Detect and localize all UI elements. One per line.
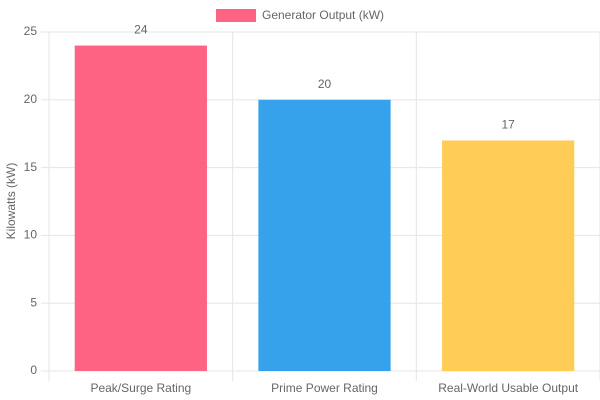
y-tick-label: 25 (24, 24, 38, 38)
y-tick-label: 10 (24, 228, 38, 242)
y-tick-label: 15 (24, 160, 38, 174)
bar (258, 99, 391, 372)
x-tick-label: Prime Power Rating (271, 381, 378, 395)
legend-swatch (216, 9, 256, 22)
legend-label: Generator Output (kW) (262, 8, 384, 22)
y-tick-label: 5 (30, 295, 37, 309)
data-label: 24 (134, 23, 148, 37)
y-tick-label: 20 (24, 92, 38, 106)
y-tick-label: 0 (30, 363, 37, 377)
x-tick-label: Peak/Surge Rating (90, 381, 191, 395)
x-tick-label: Real-World Usable Output (438, 381, 579, 395)
data-label: 17 (501, 118, 515, 132)
bar (74, 45, 207, 372)
bar (442, 140, 575, 371)
y-axis-title: Kilowatts (kW) (4, 163, 18, 240)
data-label: 20 (318, 77, 332, 91)
